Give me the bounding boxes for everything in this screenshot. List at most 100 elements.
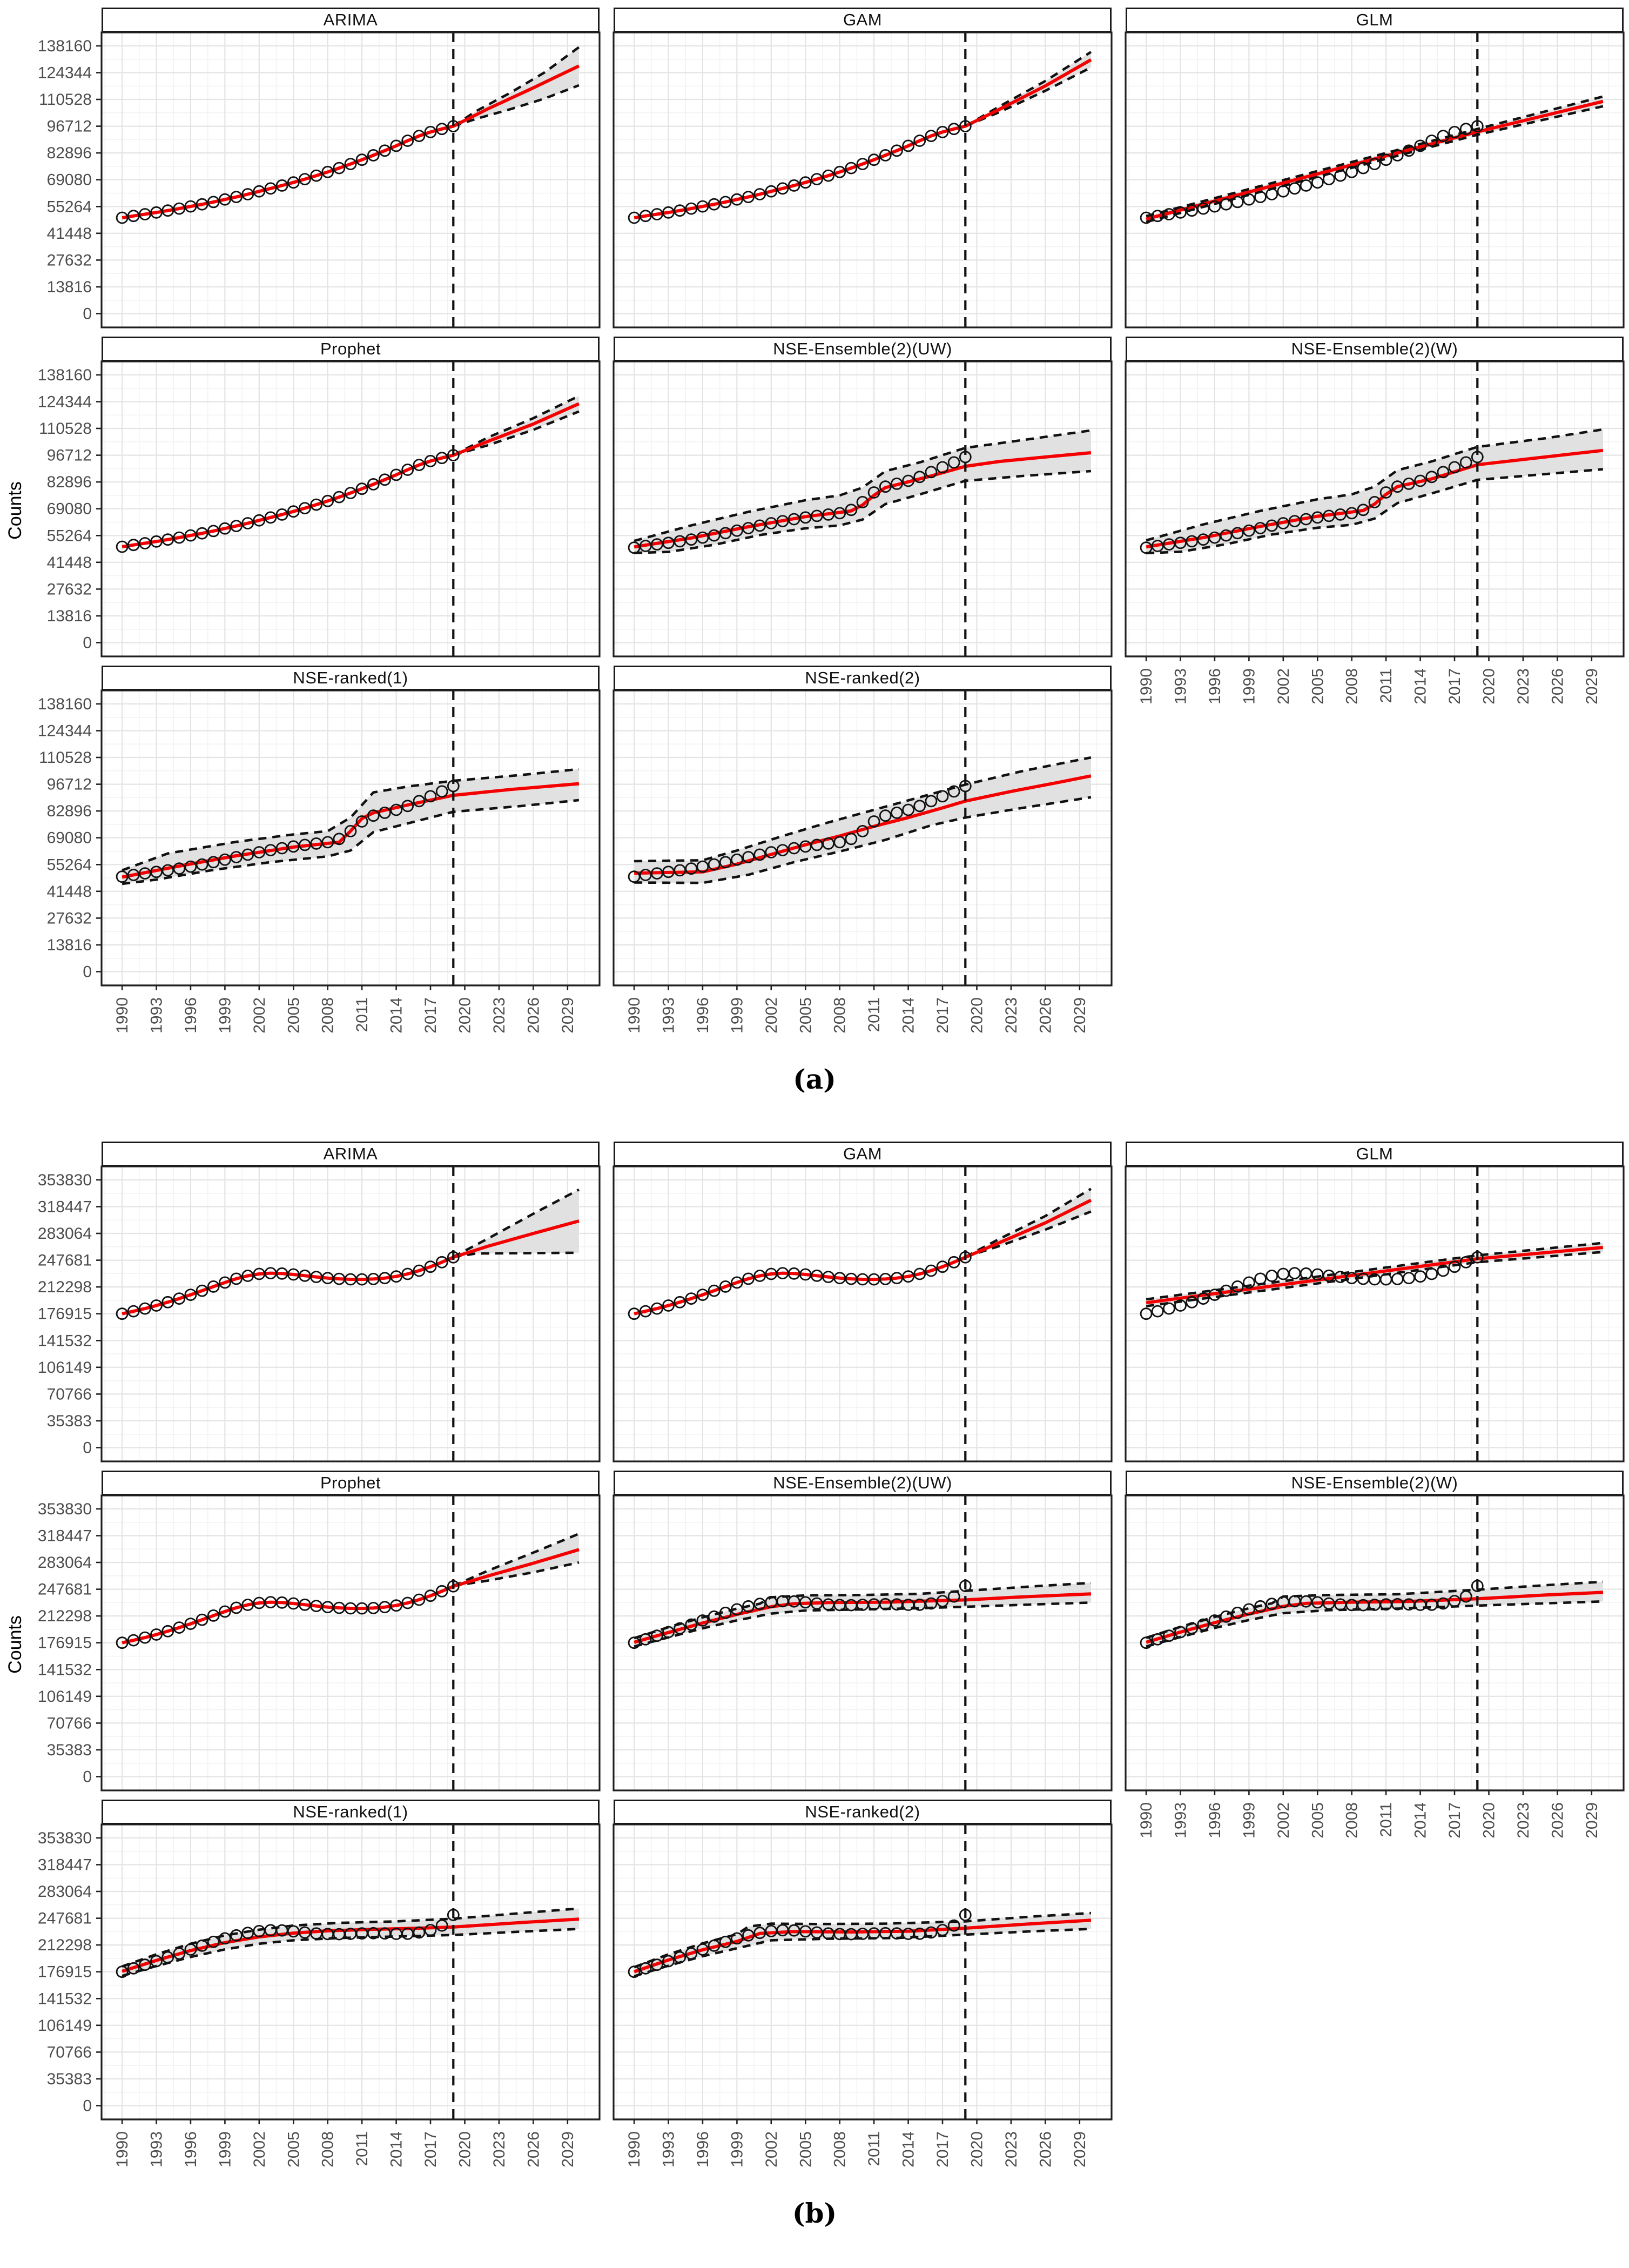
upper-bound-dashed-line <box>634 1581 1092 1640</box>
svg-text:13816: 13816 <box>47 936 92 954</box>
svg-text:2002: 2002 <box>763 2131 780 2168</box>
panel-border <box>612 31 1113 328</box>
svg-text:2020: 2020 <box>456 2131 474 2168</box>
svg-text:1996: 1996 <box>1206 668 1224 704</box>
panel-chart-nse-ensemble-uw <box>612 360 1113 657</box>
svg-text:69080: 69080 <box>47 829 92 847</box>
figure-b: Counts ARIMA 0 35383 70766 106149 141532 17691… <box>0 1134 1629 2268</box>
grid-major <box>102 361 600 656</box>
svg-text:1990: 1990 <box>1137 1802 1155 1838</box>
x-axis-ticks: 1990 1993 1996 1999 2002 2005 2008 2011 2014 2017… <box>1126 655 1624 704</box>
svg-text:1993: 1993 <box>1172 1802 1190 1838</box>
svg-text:2011: 2011 <box>1377 1802 1395 1837</box>
x-axis-ticks: 1990 1993 1996 1999 2002 2005 2008 2011 2014 2017… <box>1126 1789 1624 1838</box>
fit-forecast-line <box>634 1918 1092 1974</box>
svg-text:110528: 110528 <box>39 749 92 767</box>
svg-text:2005: 2005 <box>285 997 302 1034</box>
observed-points <box>116 449 460 553</box>
grid-major <box>1126 32 1624 327</box>
svg-text:2026: 2026 <box>1036 997 1054 1034</box>
panel-chart-arima: 0 13816 27632 41448 55264 69080 82896 96712 1105… <box>38 31 601 328</box>
figure-a: Counts ARIMA 0 13816 27632 41448 55264 69080 82… <box>5 8 1625 1095</box>
svg-text:2023: 2023 <box>490 997 508 1034</box>
svg-text:41448: 41448 <box>47 883 92 901</box>
svg-text:2011: 2011 <box>865 2131 883 2166</box>
svg-text:69080: 69080 <box>47 500 92 518</box>
svg-text:141532: 141532 <box>38 1661 92 1679</box>
grid-major <box>614 1495 1112 1790</box>
svg-text:2011: 2011 <box>353 2131 371 2166</box>
svg-text:1996: 1996 <box>694 2131 712 2168</box>
upper-bound-dashed-line <box>634 756 1092 863</box>
svg-text:35383: 35383 <box>47 1412 92 1430</box>
grid-major <box>102 1495 600 1790</box>
upper-bound-dashed-line <box>453 394 580 457</box>
svg-text:13816: 13816 <box>47 278 92 296</box>
svg-text:2005: 2005 <box>1309 1802 1327 1838</box>
svg-text:2008: 2008 <box>1343 1802 1361 1838</box>
upper-bound-dashed-line <box>453 46 580 128</box>
observed-points <box>628 780 972 883</box>
upper-bound-dashed-line <box>1146 95 1604 218</box>
svg-text:138160: 138160 <box>38 366 92 384</box>
panel-chart-nse-ranked-1: 0 13816 27632 41448 55264 69080 82896 96712 1105… <box>38 689 601 1034</box>
svg-text:2026: 2026 <box>524 997 542 1034</box>
fit-forecast-line <box>634 58 1092 219</box>
svg-text:55264: 55264 <box>47 856 92 874</box>
y-axis-ticks: 0 13816 27632 41448 55264 69080 82896 96712 1105… <box>38 37 102 323</box>
svg-text:2023: 2023 <box>1514 668 1532 704</box>
observed-points <box>1140 120 1484 224</box>
figure-a-panel-grid: ARIMA 0 13816 27632 41448 55264 69080 82896 9671… <box>38 8 1625 1034</box>
svg-text:1993: 1993 <box>148 997 166 1034</box>
svg-text:2029: 2029 <box>1071 997 1089 1034</box>
svg-text:2029: 2029 <box>1071 2131 1089 2168</box>
panel-chart-nse-ensemble-w: 1990 1993 1996 1999 2002 2005 2008 2011 2014 2017… <box>1125 360 1625 704</box>
facet-header-nse-ranked-1: NSE-ranked(1) <box>102 1800 600 1824</box>
svg-text:2008: 2008 <box>831 997 849 1034</box>
fit-forecast-line <box>122 1219 580 1316</box>
svg-text:318447: 318447 <box>38 1198 92 1216</box>
svg-text:0: 0 <box>83 634 92 652</box>
facet-header-gam: GAM <box>614 8 1112 32</box>
svg-text:27632: 27632 <box>47 580 92 598</box>
svg-text:1996: 1996 <box>182 997 200 1034</box>
svg-text:1993: 1993 <box>660 997 678 1034</box>
panel-chart-glm <box>1125 1165 1625 1462</box>
svg-text:2017: 2017 <box>1446 1802 1464 1838</box>
svg-text:82896: 82896 <box>47 144 92 162</box>
svg-text:2017: 2017 <box>422 2131 440 2168</box>
svg-text:0: 0 <box>83 305 92 323</box>
svg-text:1993: 1993 <box>1172 668 1190 704</box>
svg-text:124344: 124344 <box>38 393 92 411</box>
x-axis-ticks: 1990 1993 1996 1999 2002 2005 2008 2011 2014 2017… <box>102 2118 600 2168</box>
svg-text:70766: 70766 <box>47 2043 92 2061</box>
svg-text:283064: 283064 <box>38 1225 92 1243</box>
svg-text:110528: 110528 <box>39 91 92 109</box>
facet-title-nse-ensemble-w: NSE-Ensemble(2)(W) <box>1291 1473 1458 1492</box>
facet-title-nse-ranked-1: NSE-ranked(1) <box>293 668 408 687</box>
fit-forecast-line <box>122 1548 580 1645</box>
svg-text:353830: 353830 <box>38 1829 92 1847</box>
svg-text:2008: 2008 <box>831 2131 849 2168</box>
observed-points <box>116 1251 460 1320</box>
panel-chart-glm <box>1125 31 1625 328</box>
svg-text:2023: 2023 <box>1514 1802 1532 1838</box>
svg-text:2008: 2008 <box>319 2131 337 2168</box>
svg-text:2029: 2029 <box>559 2131 577 2168</box>
svg-text:124344: 124344 <box>38 64 92 82</box>
svg-text:110528: 110528 <box>39 420 92 438</box>
svg-text:212298: 212298 <box>38 1278 92 1296</box>
facet-header-nse-ensemble-uw: NSE-Ensemble(2)(UW) <box>614 337 1112 361</box>
svg-text:55264: 55264 <box>47 198 92 216</box>
facet-title-arima: ARIMA <box>323 10 378 29</box>
svg-text:2002: 2002 <box>763 997 780 1034</box>
svg-text:2026: 2026 <box>524 2131 542 2168</box>
y-axis-ticks: 0 35383 70766 106149 141532 176915 212298 24768… <box>38 1829 102 2115</box>
svg-text:2023: 2023 <box>490 2131 508 2168</box>
svg-text:2020: 2020 <box>1480 1802 1498 1838</box>
svg-text:247681: 247681 <box>38 1252 92 1270</box>
svg-text:2029: 2029 <box>1583 1802 1601 1838</box>
svg-text:1999: 1999 <box>216 2131 234 2168</box>
svg-text:1990: 1990 <box>625 2131 643 2168</box>
svg-text:82896: 82896 <box>47 473 92 491</box>
